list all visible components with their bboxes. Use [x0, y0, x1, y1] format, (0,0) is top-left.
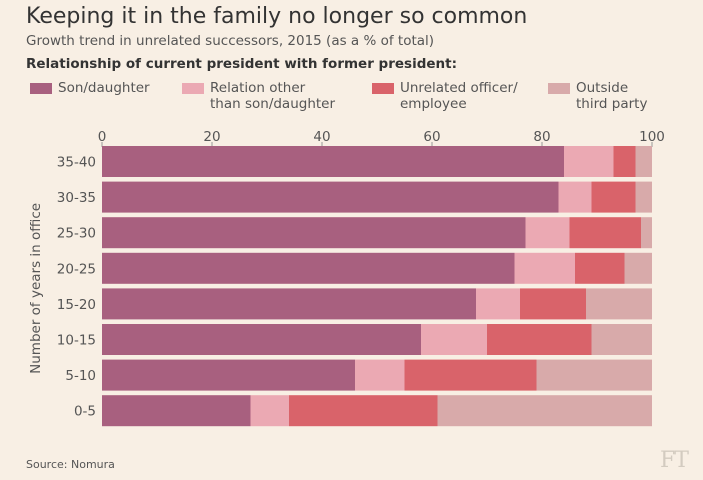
- bar-segment: [641, 217, 652, 249]
- y-category-label: 0-5: [74, 404, 96, 420]
- y-category-label: 35-40: [57, 155, 96, 171]
- legend-label: Son/daughter: [58, 80, 150, 96]
- bar-segment: [102, 181, 559, 213]
- bar-segment: [564, 146, 614, 177]
- x-tick-label: 20: [203, 129, 220, 145]
- bar-segment: [624, 252, 652, 284]
- legend-swatch: [30, 83, 52, 94]
- y-category-label: 25-30: [57, 226, 96, 242]
- bar-segment: [525, 217, 570, 249]
- y-category-label: 10-15: [57, 333, 96, 349]
- bar-segment: [102, 217, 526, 249]
- x-tick-label: 0: [98, 129, 107, 145]
- bar-segment: [591, 181, 636, 213]
- legend-swatch: [182, 83, 204, 94]
- bar-segment: [250, 395, 289, 427]
- bar-segment: [575, 252, 625, 284]
- chart-subtitle: Growth trend in unrelated successors, 20…: [26, 33, 435, 49]
- bar-segment: [404, 359, 537, 391]
- bar-segment: [569, 217, 641, 249]
- bar-segment: [421, 324, 487, 355]
- legend-swatch: [372, 83, 394, 94]
- y-axis-title: Number of years in office: [28, 203, 44, 374]
- x-tick-label: 80: [533, 129, 550, 145]
- legend-title: Relationship of current president with f…: [26, 56, 457, 72]
- legend-swatch: [548, 83, 570, 94]
- y-category-label: 30-35: [57, 190, 96, 206]
- bar-segment: [102, 324, 421, 355]
- x-tick-label: 60: [423, 129, 440, 145]
- bar-segment: [102, 359, 355, 391]
- x-tick-label: 40: [313, 129, 330, 145]
- bar-segment: [487, 324, 592, 355]
- legend-label: Outside third party: [576, 80, 648, 112]
- ft-logo: FT: [660, 448, 689, 473]
- bar-segment: [514, 252, 575, 284]
- y-category-label: 15-20: [57, 297, 96, 313]
- bar-segment: [613, 146, 636, 177]
- bar-segment: [102, 288, 476, 320]
- bar-segment: [355, 359, 405, 391]
- bar-segment: [102, 252, 515, 284]
- legend-label: Unrelated officer/ employee: [400, 80, 518, 112]
- bar-segment: [102, 395, 251, 427]
- bar-segment: [536, 359, 652, 391]
- chart-title: Keeping it in the family no longer so co…: [26, 4, 528, 29]
- bar-segment: [520, 288, 586, 320]
- bar-segment: [635, 146, 652, 177]
- legend-label: Relation other than son/daughter: [210, 80, 336, 112]
- bar-segment: [289, 395, 438, 427]
- bar-segment: [558, 181, 592, 213]
- y-category-label: 5-10: [65, 368, 96, 384]
- bar-segment: [102, 146, 564, 177]
- bar-segment: [635, 181, 652, 213]
- bar-segment: [476, 288, 520, 320]
- bar-segment: [591, 324, 652, 355]
- bar-segment: [586, 288, 652, 320]
- x-tick-label: 100: [639, 129, 665, 145]
- source-note: Source: Nomura: [26, 458, 115, 471]
- bar-segment: [437, 395, 652, 427]
- y-category-label: 20-25: [57, 261, 96, 277]
